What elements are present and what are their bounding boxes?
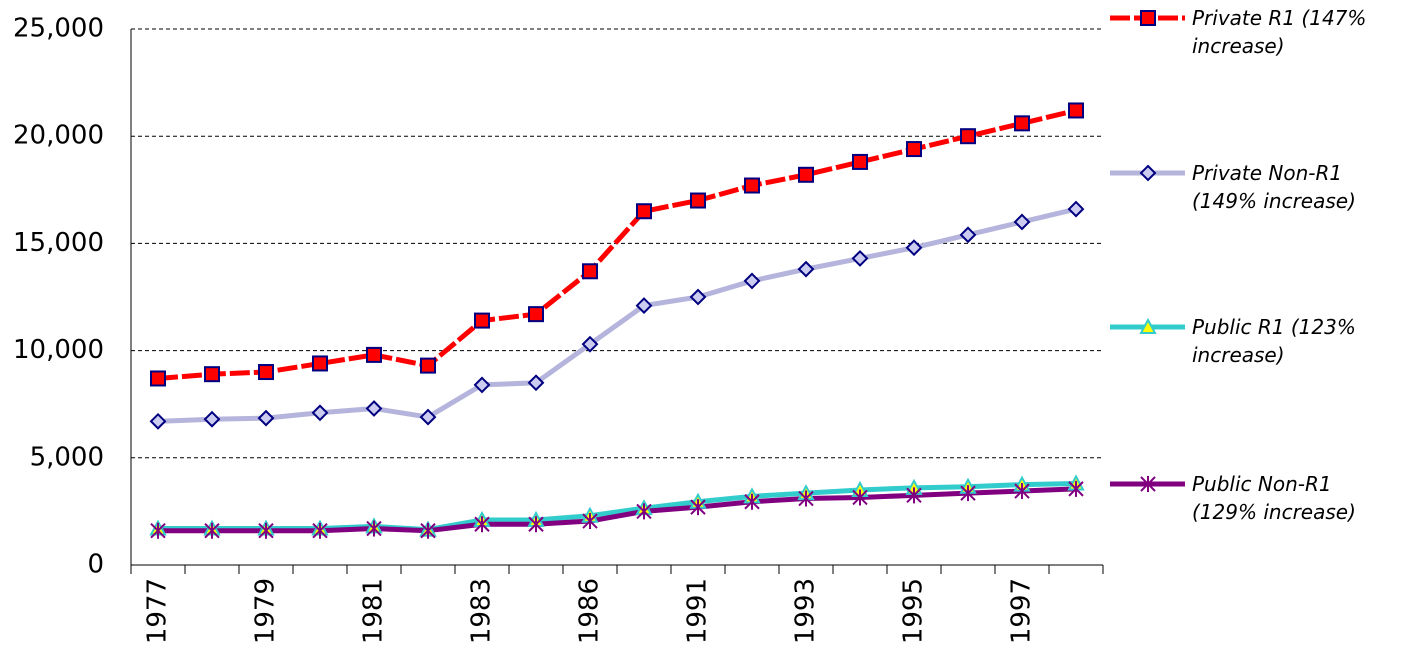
marker <box>690 499 706 516</box>
marker <box>419 408 437 426</box>
x-tick-label: 1986 <box>575 578 605 644</box>
x-tick-label: 1997 <box>1007 578 1037 644</box>
marker <box>797 260 815 278</box>
legend-label: Private Non-R1 (149% increase) <box>1192 161 1356 213</box>
marker <box>150 522 166 539</box>
series-line <box>158 481 1077 533</box>
marker <box>960 128 976 145</box>
marker <box>851 249 869 267</box>
marker <box>473 376 491 394</box>
marker <box>204 366 220 383</box>
marker <box>1140 476 1156 492</box>
marker <box>743 272 761 290</box>
x-tick-label: 1979 <box>251 578 281 644</box>
marker <box>582 263 598 280</box>
marker <box>311 404 329 422</box>
x-tick-label: 1983 <box>467 578 497 644</box>
y-tick-label: 5,000 <box>30 442 104 472</box>
x-tick-label: 1995 <box>899 578 929 644</box>
marker <box>420 357 436 374</box>
legend-label: Public R1 (123% increase) <box>1192 315 1356 367</box>
marker <box>959 226 977 244</box>
marker <box>149 412 167 430</box>
marker <box>581 335 599 353</box>
x-tick-label: 1977 <box>143 578 173 644</box>
y-tick-label: 20,000 <box>13 121 104 151</box>
marker <box>420 522 436 539</box>
y-tick-label: 0 <box>87 550 104 580</box>
marker <box>257 409 275 427</box>
marker <box>852 153 868 170</box>
marker <box>905 239 923 257</box>
marker <box>528 306 544 323</box>
marker <box>636 203 652 220</box>
marker <box>1014 483 1030 500</box>
marker <box>312 522 328 539</box>
marker <box>906 141 922 158</box>
marker <box>366 346 382 363</box>
marker <box>365 400 383 417</box>
marker <box>1013 213 1031 231</box>
marker <box>1068 102 1084 119</box>
series-line <box>157 108 1077 381</box>
marker <box>366 520 382 537</box>
marker <box>258 364 274 381</box>
marker <box>689 288 707 306</box>
marker <box>744 177 760 194</box>
marker <box>312 355 328 372</box>
legend-label: Private R1 (147% increase) <box>1192 6 1367 58</box>
marker <box>203 410 221 428</box>
x-tick-label: 1981 <box>359 578 389 644</box>
marker <box>636 503 652 520</box>
marker <box>150 370 166 387</box>
marker <box>1067 200 1085 218</box>
y-tick-label: 15,000 <box>13 228 104 258</box>
x-tick-label: 1991 <box>683 578 713 644</box>
x-tick-label: 1993 <box>791 578 821 644</box>
marker <box>798 490 814 507</box>
marker <box>258 522 274 539</box>
marker <box>690 192 706 209</box>
marker <box>906 487 922 504</box>
marker <box>1140 10 1156 26</box>
marker <box>1014 115 1030 132</box>
marker <box>960 485 976 502</box>
marker <box>1139 164 1157 182</box>
marker <box>474 516 490 533</box>
marker <box>582 513 598 530</box>
series-line <box>158 486 1077 534</box>
legend-label: Public Non-R1 (129% increase) <box>1192 472 1356 524</box>
marker <box>528 516 544 533</box>
marker <box>1068 480 1084 497</box>
marker <box>798 166 814 183</box>
series-line <box>157 206 1077 424</box>
marker <box>474 312 490 329</box>
marker <box>204 522 220 539</box>
marker <box>527 374 545 392</box>
marker <box>744 493 760 510</box>
marker <box>852 489 868 506</box>
marker <box>635 297 653 314</box>
marker <box>1139 317 1157 334</box>
y-tick-label: 25,000 <box>13 14 104 44</box>
y-tick-label: 10,000 <box>13 335 104 365</box>
